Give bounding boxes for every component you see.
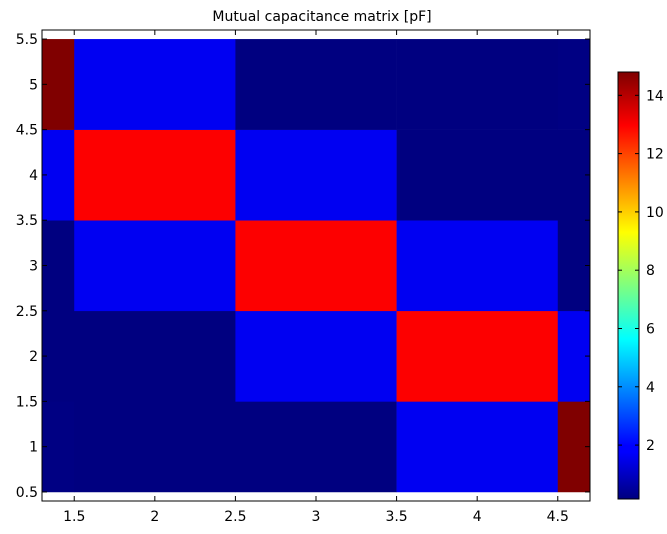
y-tick-label: 4.5 <box>16 123 38 139</box>
heatmap-cell-r5-c4 <box>396 39 559 130</box>
heatmap-cell-r2-c2 <box>74 310 236 402</box>
heatmap-cell-r1-c2 <box>74 401 236 493</box>
heatmap-cell-r4-c4 <box>396 129 559 221</box>
heatmap-cell-r4-c3 <box>235 129 397 221</box>
y-tick-label: 2.5 <box>16 304 38 320</box>
heatmap-cell-r3-c1 <box>42 220 75 312</box>
y-tick-label: 1 <box>29 440 38 456</box>
colorbar-tick-label: 10 <box>646 205 664 221</box>
colorbar-tick-label: 14 <box>646 88 664 104</box>
heatmap-cell-r3-c4 <box>396 220 559 312</box>
x-tick-label: 1.5 <box>63 509 85 525</box>
heatmap-cell-r1-c3 <box>235 401 397 493</box>
colorbar <box>617 71 640 500</box>
colorbar-tick-label: 8 <box>646 263 655 279</box>
colorbar-axis: 2 4 6 8 10 12 14 <box>618 88 664 454</box>
heatmap-cell-r2-c4 <box>396 310 559 402</box>
x-tick-label: 2.5 <box>224 509 246 525</box>
y-axis: 0.5 1 1.5 2 2.5 3 3.5 4 4.5 5 5.5 <box>16 32 590 501</box>
heatmap-cell-r5-c3 <box>235 39 397 130</box>
heatmap-cell-r1-c4 <box>396 401 559 493</box>
heatmap-cell-r2-c5 <box>557 310 591 402</box>
y-tick-label: 3.5 <box>16 213 38 229</box>
heatmap-cell-r1-c1 <box>42 401 75 493</box>
x-tick-label: 2 <box>150 509 159 525</box>
heatmap-cell-r5-c1 <box>42 39 75 130</box>
y-tick-label: 5.5 <box>16 32 38 48</box>
heatmap-cell-r1-c5 <box>557 401 591 493</box>
y-tick-label: 3 <box>29 259 38 275</box>
heatmap-cell-r5-c2 <box>74 39 236 130</box>
colorbar-tick-label: 6 <box>646 321 655 337</box>
x-tick-label: 3.5 <box>385 509 407 525</box>
y-tick-label: 5 <box>29 77 38 93</box>
x-tick-label: 4.5 <box>547 509 569 525</box>
colorbar-tick-label: 2 <box>646 438 655 454</box>
heatmap-cell-r3-c3 <box>235 220 397 312</box>
y-tick-label: 0.5 <box>16 485 38 501</box>
y-tick-label: 1.5 <box>16 394 38 410</box>
heatmap-cell-r3-c5 <box>557 220 591 312</box>
y-tick-label: 4 <box>29 168 38 184</box>
heatmap-cell-r4-c2 <box>74 129 236 221</box>
heatmap-cell-r2-c3 <box>235 310 397 402</box>
x-axis: 1.5 2 2.5 3 3.5 4 4.5 <box>63 30 569 525</box>
heatmap-cell-r4-c1 <box>42 129 75 221</box>
heatmap-cell-r3-c2 <box>74 220 236 312</box>
x-tick-label: 4 <box>473 509 482 525</box>
chart-title: Mutual capacitance matrix [pF] <box>212 9 431 25</box>
heatmap-cell-r4-c5 <box>557 129 591 221</box>
colorbar-tick-label: 4 <box>646 380 655 396</box>
heatmap-cell-r2-c1 <box>42 310 75 402</box>
colorbar-tick-label: 12 <box>646 147 664 163</box>
heatmap-cells <box>42 39 591 493</box>
heatmap-cell-r5-c5 <box>557 39 591 130</box>
y-tick-label: 2 <box>29 349 38 365</box>
x-tick-label: 3 <box>312 509 321 525</box>
